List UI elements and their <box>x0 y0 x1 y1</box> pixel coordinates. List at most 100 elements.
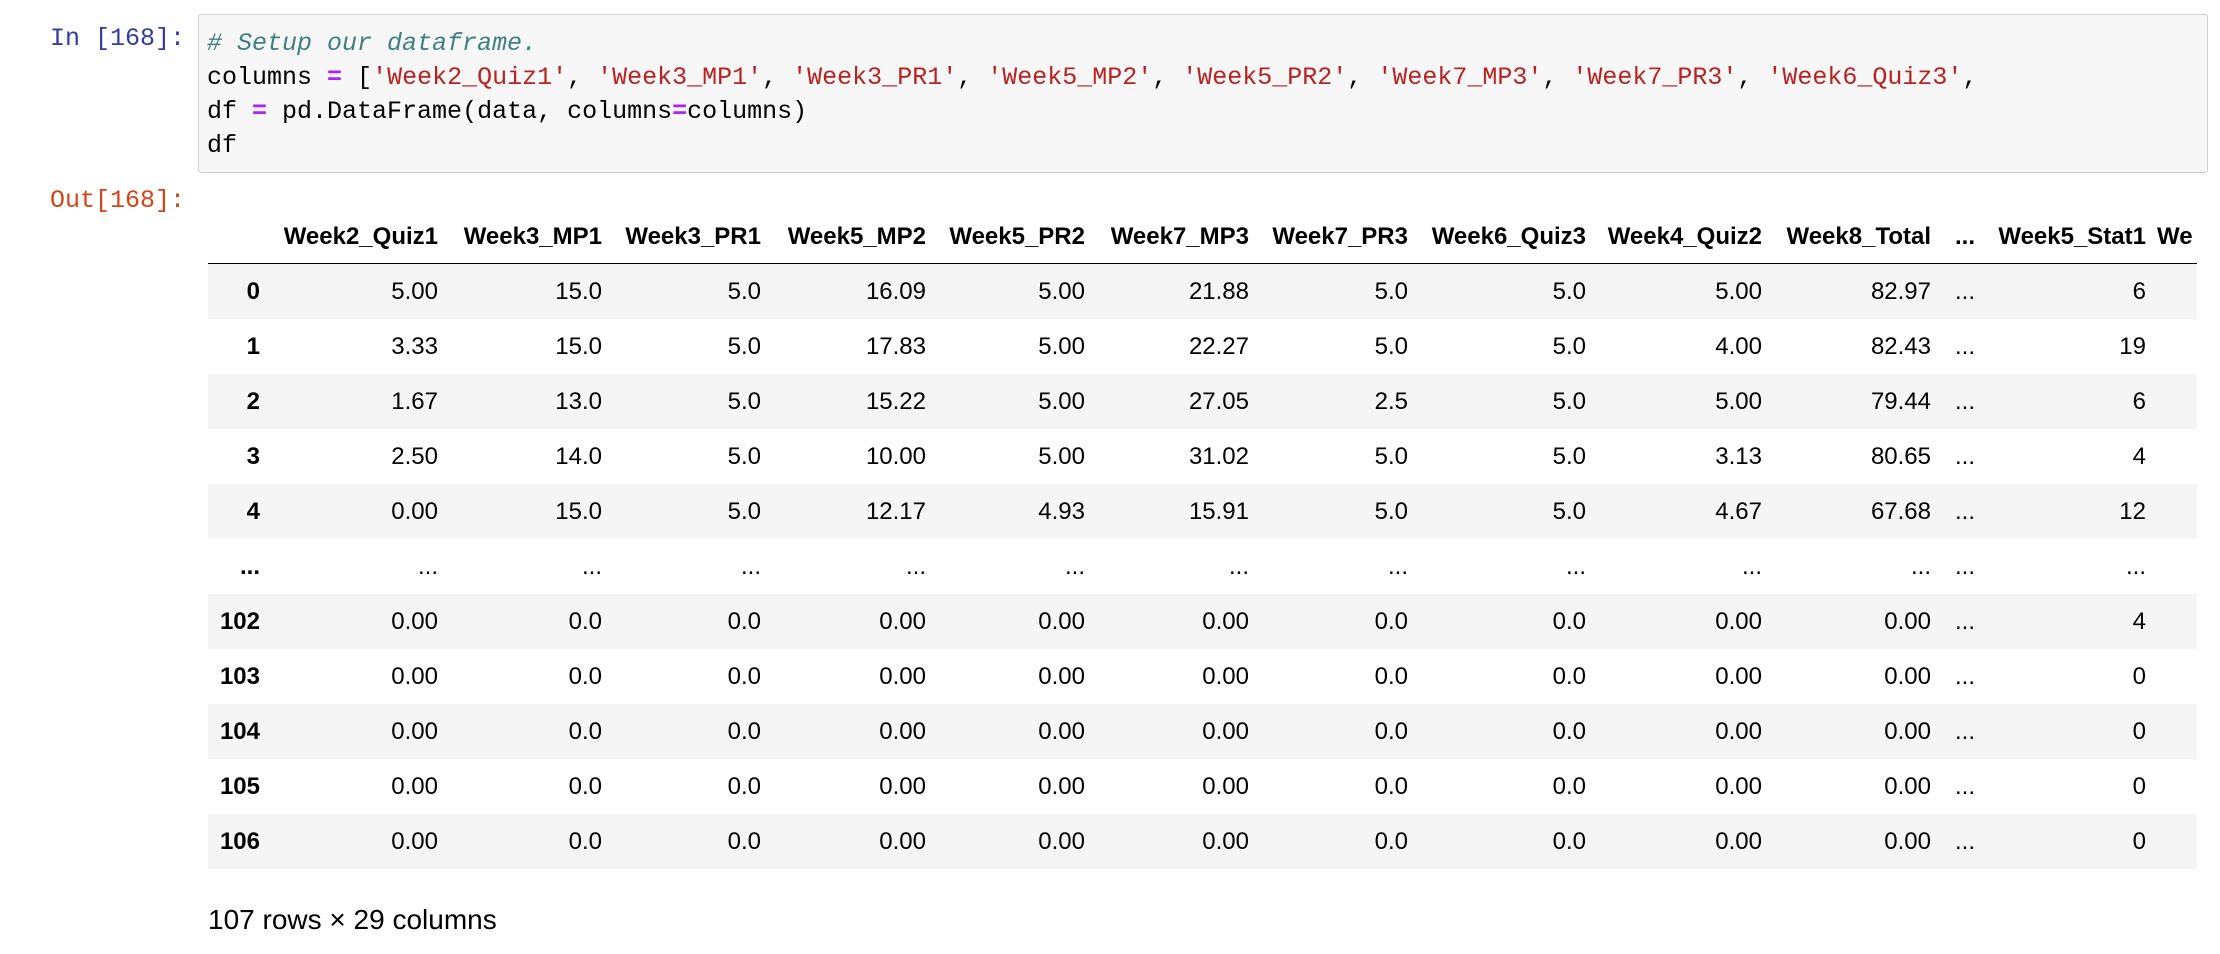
code-line: # Setup our dataframe. <box>207 29 538 58</box>
table-cell: 4.93 <box>1038 497 1085 525</box>
row-index: 105 <box>219 772 260 800</box>
table-cell: 0.00 <box>1884 607 1931 635</box>
table-cell: ... <box>2125 552 2146 580</box>
table-cell: 5.00 <box>1038 277 1085 305</box>
table-row: 0 5.00 15.0 5.0 16.09 5.00 21.88 5.0 5.0 5.00 82.9… <box>208 263 2197 320</box>
table-cell: 5.00 <box>1715 387 1762 415</box>
table-cell: 80.65 <box>1870 442 1931 470</box>
table-cell: ... <box>905 552 926 580</box>
table-cell: 0.0 <box>727 772 761 800</box>
table-cell: 22.27 <box>1188 332 1249 360</box>
code-cell[interactable]: # Setup our dataframe. columns = ['Week2_… <box>198 14 2208 173</box>
table-cell: 12.17 <box>865 497 926 525</box>
table-cell: 5.0 <box>1552 497 1586 525</box>
table-cell: ... <box>1954 607 1975 635</box>
column-header: Week4_Quiz2 <box>1597 210 1773 264</box>
table-cell: ... <box>1954 497 1975 525</box>
table-cell <box>2157 759 2197 814</box>
table-cell: ... <box>1954 662 1975 690</box>
row-index: 0 <box>246 277 260 305</box>
column-header: We <box>2157 210 2197 264</box>
table-cell: 15.0 <box>555 497 602 525</box>
table-cell <box>2157 539 2197 594</box>
dataframe-table: Week2_Quiz1 Week3_MP1 Week3_PR1 Week5_MP2 We… <box>208 210 2197 869</box>
table-cell: 17.83 <box>865 332 926 360</box>
table-cell: ... <box>1954 442 1975 470</box>
table-cell: 6 <box>2132 387 2146 415</box>
table-cell: 0.00 <box>1202 607 1249 635</box>
row-index: 103 <box>219 662 260 690</box>
table-cell: 0.00 <box>1202 662 1249 690</box>
column-header: Week5_MP2 <box>772 210 937 264</box>
table-cell: 0.0 <box>727 662 761 690</box>
table-row: 2 1.67 13.0 5.0 15.22 5.00 27.05 2.5 5.0 5.00 79.4… <box>208 374 2197 429</box>
table-cell: 0.0 <box>1374 717 1408 745</box>
table-cell: ... <box>1954 772 1975 800</box>
table-cell: ... <box>1954 277 1975 305</box>
column-header: ... <box>1942 210 1986 264</box>
table-cell <box>2157 704 2197 759</box>
table-cell: 0.00 <box>879 827 926 855</box>
table-cell: 0.00 <box>879 717 926 745</box>
table-cell: 3.33 <box>391 332 438 360</box>
table-cell: ... <box>1741 552 1762 580</box>
index-header <box>208 210 271 264</box>
table-cell: 2.50 <box>391 442 438 470</box>
table-cell: 13.0 <box>555 387 602 415</box>
table-cell <box>2157 429 2197 484</box>
table-row: 4 0.00 15.0 5.0 12.17 4.93 15.91 5.0 5.0 4.67 67.6… <box>208 484 2197 539</box>
code-line: df <box>207 131 238 160</box>
table-cell: 0.00 <box>1715 772 1762 800</box>
table-cell: 5.0 <box>727 387 761 415</box>
row-index: ... <box>239 552 260 580</box>
table-cell: 19 <box>2119 332 2146 360</box>
table-cell <box>2157 649 2197 704</box>
table-cell: 1.67 <box>391 387 438 415</box>
table-cell: 0 <box>2132 827 2146 855</box>
header-row: Week2_Quiz1 Week3_MP1 Week3_PR1 Week5_MP2 We… <box>208 210 2197 264</box>
table-row: 104 0.00 0.0 0.0 0.00 0.00 0.00 0.0 0.0 0.00 0.00.… <box>208 704 2197 759</box>
code-line: df = pd.DataFrame(data, columns=columns) <box>207 97 808 126</box>
table-cell: 5.00 <box>391 277 438 305</box>
input-prompt: In [168]: <box>49 24 185 53</box>
table-cell: ... <box>1228 552 1249 580</box>
table-cell: 4 <box>2132 442 2146 470</box>
table-cell: 31.02 <box>1188 442 1249 470</box>
table-cell: 5.00 <box>1038 442 1085 470</box>
table-cell: 0 <box>2132 717 2146 745</box>
table-cell: 0.00 <box>1884 717 1931 745</box>
table-cell: 0.00 <box>391 827 438 855</box>
table-cell: 5.00 <box>1038 387 1085 415</box>
table-cell: 0 <box>2132 662 2146 690</box>
table-cell: 0.0 <box>568 662 602 690</box>
table-cell: 0.00 <box>1038 662 1085 690</box>
table-cell: ... <box>740 552 761 580</box>
column-header: Week2_Quiz1 <box>271 210 449 264</box>
table-cell: 15.0 <box>555 332 602 360</box>
table-cell: 0.0 <box>1552 717 1586 745</box>
column-header: Week7_MP3 <box>1096 210 1260 264</box>
table-cell: 0.00 <box>1202 717 1249 745</box>
table-cell <box>2157 264 2197 320</box>
table-cell: 0.0 <box>1552 662 1586 690</box>
table-cell: 5.0 <box>727 497 761 525</box>
table-cell: 5.0 <box>727 277 761 305</box>
table-cell: 0.0 <box>568 772 602 800</box>
table-row: 105 0.00 0.0 0.0 0.00 0.00 0.00 0.0 0.0 0.00 0.00.… <box>208 759 2197 814</box>
table-cell: ... <box>1387 552 1408 580</box>
table-cell: 5.00 <box>1038 332 1085 360</box>
table-cell: 0.0 <box>1374 662 1408 690</box>
table-row: 1 3.33 15.0 5.0 17.83 5.00 22.27 5.0 5.0 4.00 82.4… <box>208 319 2197 374</box>
table-cell: 5.0 <box>1374 277 1408 305</box>
dataframe-output: Week2_Quiz1 Week3_MP1 Week3_PR1 Week5_MP2 We… <box>208 210 2197 869</box>
table-cell: 0.0 <box>727 607 761 635</box>
table-cell: 0.00 <box>1715 827 1762 855</box>
column-header: Week3_PR1 <box>613 210 772 264</box>
table-cell: 5.0 <box>727 332 761 360</box>
table-cell: 5.0 <box>1552 277 1586 305</box>
column-header: Week3_MP1 <box>449 210 613 264</box>
table-cell <box>2157 594 2197 649</box>
table-cell: 16.09 <box>865 277 926 305</box>
table-cell: 0.0 <box>727 717 761 745</box>
table-cell: 5.0 <box>1374 332 1408 360</box>
